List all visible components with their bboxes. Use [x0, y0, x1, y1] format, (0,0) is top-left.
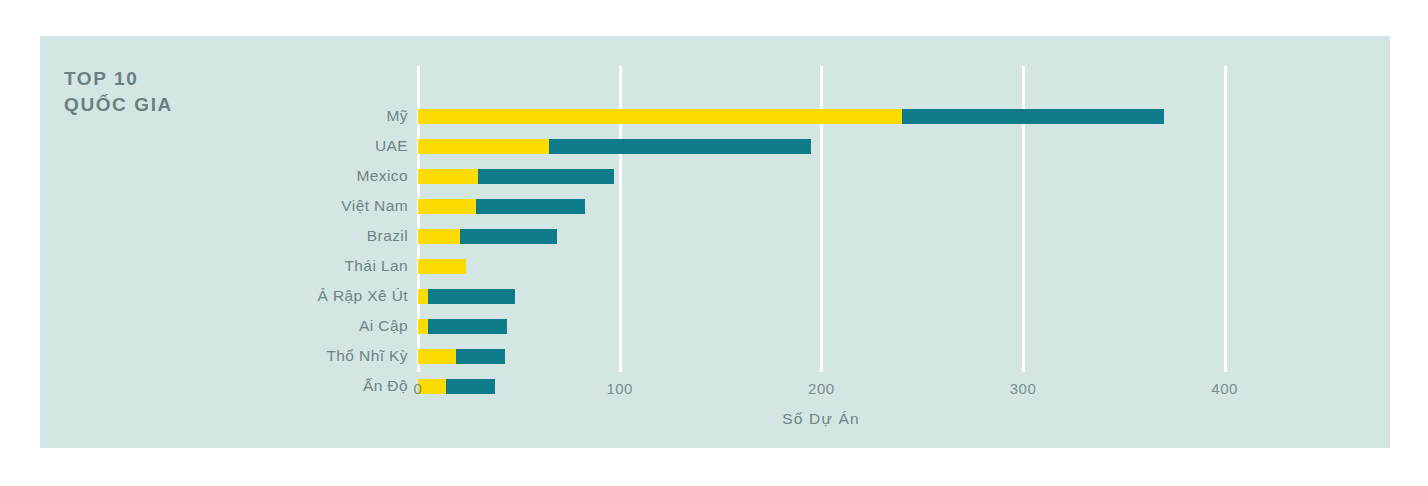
- bar-segment-teal: [902, 109, 1164, 124]
- category-label: Mỹ: [68, 107, 408, 125]
- bar-track: [418, 319, 1390, 334]
- bar-segment-yellow: [418, 199, 476, 214]
- bar-track: [418, 139, 1390, 154]
- bar-track: [418, 289, 1390, 304]
- bar-track: [418, 169, 1390, 184]
- category-label: Mexico: [68, 167, 408, 185]
- bar-segment-yellow: [418, 319, 428, 334]
- bar-segment-teal: [476, 199, 585, 214]
- bar-segment-yellow: [418, 139, 549, 154]
- x-tick-label: 0: [414, 380, 423, 397]
- bar-track: [418, 109, 1390, 124]
- bar-segment-teal: [478, 169, 613, 184]
- bar-segment-teal: [428, 289, 515, 304]
- bar-segment-teal: [549, 139, 811, 154]
- x-tick-label: 300: [1010, 380, 1037, 397]
- chart-row: Brazil: [418, 221, 1390, 251]
- category-label: Thổ Nhĩ Kỳ: [68, 347, 408, 365]
- chart-row: Ai Cập: [418, 311, 1390, 341]
- bar-segment-yellow: [418, 259, 466, 274]
- x-tick-label: 400: [1211, 380, 1238, 397]
- category-label: UAE: [68, 137, 408, 155]
- chart-row: Thái Lan: [418, 251, 1390, 281]
- bar-segment-teal: [460, 229, 557, 244]
- bar-segment-yellow: [418, 349, 456, 364]
- category-label: Ai Cập: [68, 317, 408, 335]
- chart-row: Mỹ: [418, 101, 1390, 131]
- category-label: Thái Lan: [68, 257, 408, 275]
- category-label: Việt Nam: [68, 197, 408, 215]
- category-label: Ả Rập Xê Út: [68, 287, 408, 305]
- bar-track: [418, 229, 1390, 244]
- category-label: Brazil: [68, 227, 408, 245]
- bar-segment-yellow: [418, 109, 902, 124]
- x-tick-label: 200: [808, 380, 835, 397]
- bar-segment-yellow: [418, 169, 478, 184]
- bar-track: [418, 349, 1390, 364]
- chart-row: UAE: [418, 131, 1390, 161]
- bar-track: [418, 259, 1390, 274]
- bar-segment-teal: [428, 319, 507, 334]
- chart-row: Mexico: [418, 161, 1390, 191]
- bar-segment-yellow: [418, 289, 428, 304]
- chart-card: TOP 10 QUỐC GIA MỹUAEMexicoViệt NamBrazi…: [40, 36, 1390, 448]
- x-tick-label: 100: [606, 380, 633, 397]
- bar-segment-teal: [456, 349, 504, 364]
- chart-row: Thổ Nhĩ Kỳ: [418, 341, 1390, 371]
- bar-segment-yellow: [418, 229, 460, 244]
- category-label: Ấn Độ: [68, 377, 408, 395]
- bar-track: [418, 199, 1390, 214]
- x-axis-title: Số Dự Án: [418, 410, 1224, 428]
- x-axis: 0100200300400: [418, 380, 1390, 400]
- plot-area: MỹUAEMexicoViệt NamBrazilThái LanẢ Rập X…: [418, 66, 1390, 372]
- chart-rows: MỹUAEMexicoViệt NamBrazilThái LanẢ Rập X…: [418, 101, 1390, 401]
- chart-row: Ả Rập Xê Út: [418, 281, 1390, 311]
- chart-row: Việt Nam: [418, 191, 1390, 221]
